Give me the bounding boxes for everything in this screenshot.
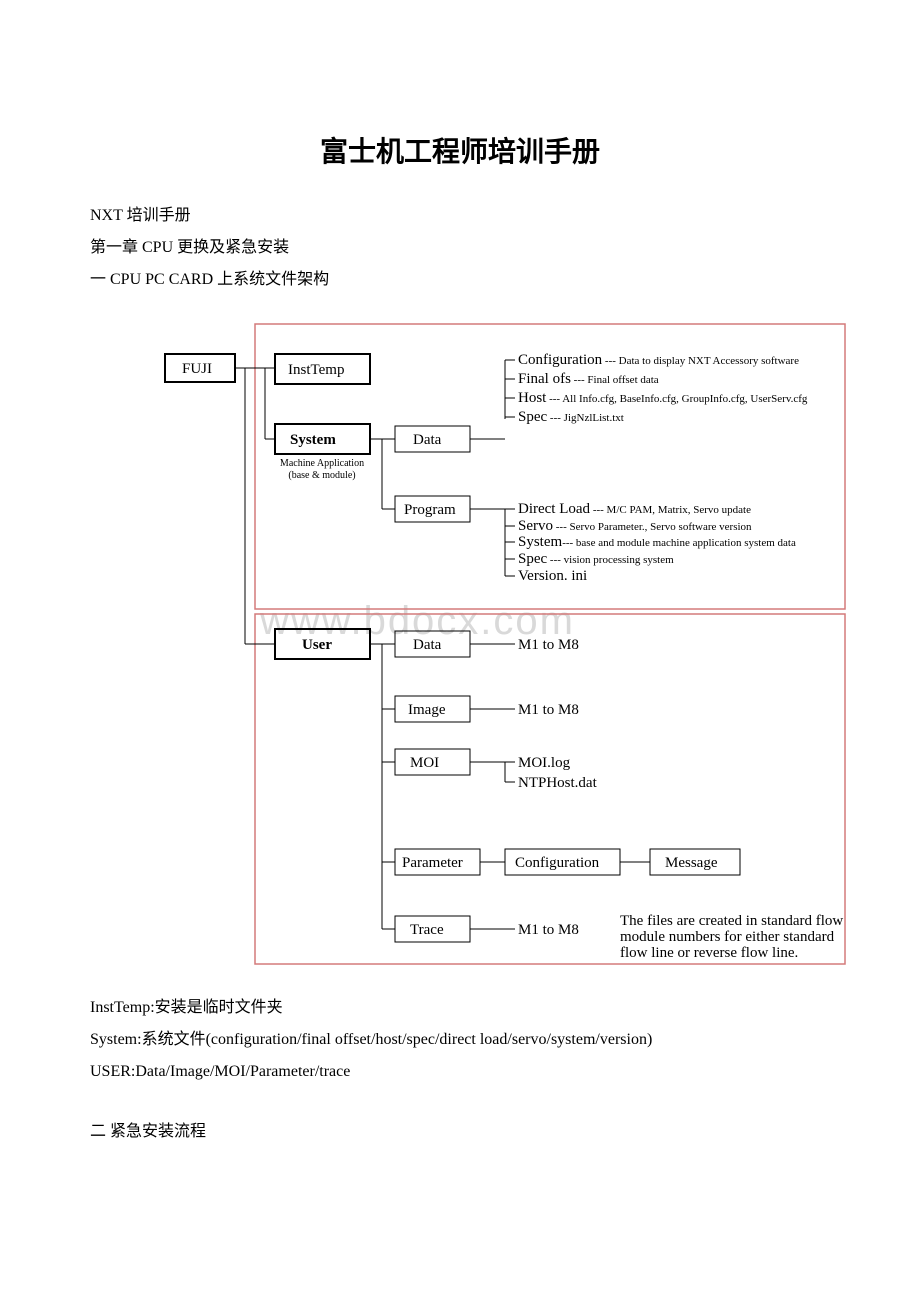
node-label: Parameter (402, 855, 463, 871)
node-label: Program (404, 502, 456, 518)
note-text: module numbers for either standard (620, 929, 835, 945)
file-structure-diagram: www.bdocx.com FUJI InstTemp System Machi… (160, 314, 830, 974)
text-line: USER:Data/Image/MOI/Parameter/trace (90, 1056, 830, 1088)
leaf-label: NTPHost.dat (518, 775, 598, 791)
leaf-label: Spec --- vision processing system (518, 551, 674, 567)
leaf-label: M1 to M8 (518, 702, 579, 718)
node-sublabel: Machine Application (280, 458, 364, 469)
note-text: The files are created in standard flow (620, 913, 843, 929)
note-text: flow line or reverse flow line. (620, 945, 798, 961)
text-line: InstTemp:安装是临时文件夹 (90, 992, 830, 1024)
leaf-label: Host --- All Info.cfg, BaseInfo.cfg, Gro… (518, 390, 808, 406)
leaf-label: Spec --- JigNzlList.txt (518, 409, 624, 425)
node-label: Message (665, 855, 718, 871)
text-line: 二 紧急安装流程 (90, 1116, 830, 1148)
node-label: InstTemp (288, 362, 344, 378)
node-sublabel: (base & module) (288, 470, 355, 481)
leaf-label: Configuration --- Data to display NXT Ac… (518, 352, 799, 368)
leaf-label: M1 to M8 (518, 637, 579, 653)
node-label: Data (413, 637, 442, 653)
leaf-label: System--- base and module machine applic… (518, 534, 796, 550)
node-label: User (302, 637, 332, 653)
node-label: MOI (410, 755, 439, 771)
node-label: FUJI (182, 361, 212, 377)
leaf-label: MOI.log (518, 755, 571, 771)
leaf-label: M1 to M8 (518, 922, 579, 938)
node-label: Trace (410, 922, 444, 938)
text-line: 一 CPU PC CARD 上系统文件架构 (90, 264, 830, 296)
node-label: System (290, 432, 336, 448)
text-line: System:系统文件(configuration/final offset/h… (90, 1024, 830, 1056)
text-line: 第一章 CPU 更换及紧急安装 (90, 232, 830, 264)
leaf-label: Servo --- Servo Parameter., Servo softwa… (518, 518, 752, 534)
node-label: Data (413, 432, 442, 448)
node-label: Configuration (515, 855, 600, 871)
leaf-label: Final ofs --- Final offset data (518, 371, 659, 387)
node-label: Image (408, 702, 446, 718)
leaf-label: Version. ini (518, 568, 587, 584)
text-line: NXT 培训手册 (90, 200, 830, 232)
leaf-label: Direct Load --- M/C PAM, Matrix, Servo u… (518, 501, 751, 517)
page-title: 富士机工程师培训手册 (90, 130, 830, 170)
